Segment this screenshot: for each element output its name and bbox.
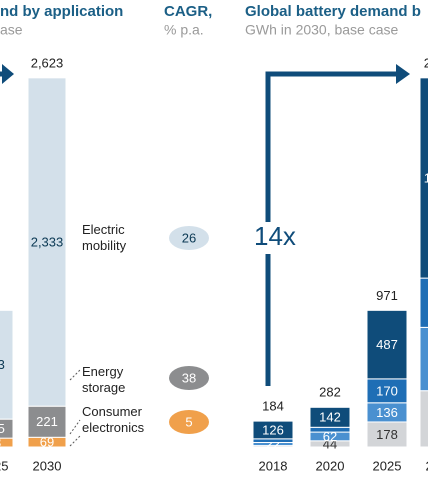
connector [69, 369, 81, 381]
cagr-title: CAGR, [164, 3, 212, 20]
value-label: 135 [0, 421, 5, 436]
bar-segment [366, 421, 408, 448]
x-tick-label: 2030 [33, 458, 62, 473]
total-label: 2,623 [424, 55, 428, 70]
legend-label: Energy storage [82, 364, 126, 395]
value-label: 170 [376, 383, 398, 398]
cagr-pill [169, 366, 209, 390]
bar-segment [419, 390, 428, 448]
bar-segment [366, 309, 408, 380]
value-label: 69 [40, 435, 54, 450]
bar-segment [419, 326, 428, 392]
chart-title: Global battery demand b [245, 3, 421, 20]
total-label: 282 [319, 385, 341, 400]
bar-segment [0, 437, 14, 448]
value-label: 178 [376, 427, 398, 442]
legend-label: Consumer electronics [82, 404, 145, 435]
value-label: 62 [323, 429, 337, 444]
value-label: 1,423 [424, 170, 428, 185]
cagr-pill [169, 226, 209, 250]
chart-title: nd by application [0, 3, 123, 20]
value-label: 2,333 [31, 234, 64, 249]
cagr-value: 38 [182, 370, 196, 385]
value-label: 126 [262, 422, 284, 437]
cagr-pill [169, 410, 209, 434]
bar-segment [252, 438, 294, 443]
bar-segment [0, 418, 14, 439]
total-label: 2,623 [31, 55, 64, 70]
bar-segment [419, 277, 428, 328]
x-tick-label: 2030 [426, 458, 428, 473]
arrowhead [396, 64, 410, 84]
cagr-value: 5 [185, 414, 192, 429]
bar-segment [309, 426, 351, 433]
cagr-value: 26 [182, 230, 196, 245]
value-label: 773 [0, 357, 5, 372]
x-tick-label: 2020 [316, 458, 345, 473]
connector [69, 435, 81, 447]
bar-segment [0, 309, 14, 420]
x-tick-label: 2018 [259, 458, 288, 473]
value-label: 487 [376, 337, 398, 352]
value-label: 136 [376, 405, 398, 420]
legend-label: Electric mobility [82, 222, 127, 253]
total-label: 184 [262, 399, 284, 414]
annotation-bg [252, 222, 302, 254]
chart-subtitle: ase [0, 22, 23, 38]
arrow [265, 71, 398, 386]
cagr-subtitle: % p.a. [164, 22, 204, 38]
connector [69, 419, 81, 435]
total-label: 971 [376, 288, 398, 303]
value-label: 142 [319, 410, 341, 425]
value-label: 63 [0, 435, 1, 450]
chart-subtitle: GWh in 2030, base case [245, 22, 399, 38]
x-tick-label: 2025 [373, 458, 402, 473]
value-label: 221 [36, 414, 58, 429]
bar-segment [309, 406, 351, 428]
bar-segment [27, 77, 67, 407]
arrowhead [2, 64, 14, 84]
x-tick-label: 2025 [0, 458, 8, 473]
annotation: 14x [254, 221, 296, 251]
bar-segment [419, 77, 428, 279]
bar-segment [252, 420, 294, 440]
